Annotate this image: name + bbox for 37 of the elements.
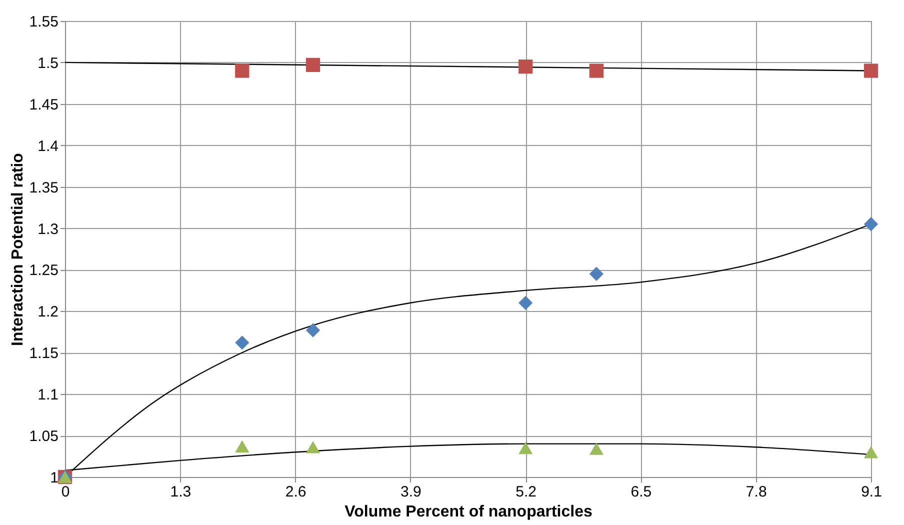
point (306, 323, 320, 338)
y-tick-label: 1.35 (29, 179, 58, 196)
x-axis-title: Volume Percent of nanoparticles (344, 504, 592, 520)
x-tick-label: 9.1 (861, 484, 882, 500)
x-tick-label: 2.6 (285, 484, 306, 500)
point (518, 296, 533, 310)
point (518, 442, 533, 454)
y-tick-label: 1.3 (38, 220, 58, 238)
point (864, 446, 878, 458)
point (235, 64, 250, 78)
y-axis-title: Interaction Potential ratio (9, 152, 26, 346)
y-tick-label: 1.4 (38, 138, 58, 155)
x-tick-label: 1.3 (170, 484, 192, 500)
y-tick-label: 1.55 (29, 14, 58, 30)
y-tick-label: 1.25 (29, 262, 58, 280)
point (306, 441, 320, 454)
x-tick-label: 5.2 (516, 484, 536, 500)
point (589, 266, 604, 281)
y-tick-label: 1.15 (29, 345, 58, 362)
y-tick-label: 1.1 (38, 386, 58, 404)
y-tick-label: 1.45 (29, 96, 58, 114)
y-tick-label: 1.5 (38, 54, 58, 72)
point (518, 60, 533, 74)
x-tick-label: 6.5 (630, 484, 652, 500)
x-tick-label: 7.8 (746, 484, 767, 500)
point (235, 336, 250, 350)
point (864, 217, 878, 232)
y-tick-label: 1 (50, 470, 58, 486)
point (589, 442, 604, 455)
point (864, 64, 878, 78)
point (306, 58, 320, 72)
point (235, 440, 250, 452)
y-tick-label: 1.2 (38, 304, 58, 321)
x-tick-label: 3.9 (400, 484, 422, 500)
x-tick-label: 0 (61, 484, 70, 500)
point (589, 64, 604, 78)
y-tick-label: 1.05 (29, 428, 58, 446)
